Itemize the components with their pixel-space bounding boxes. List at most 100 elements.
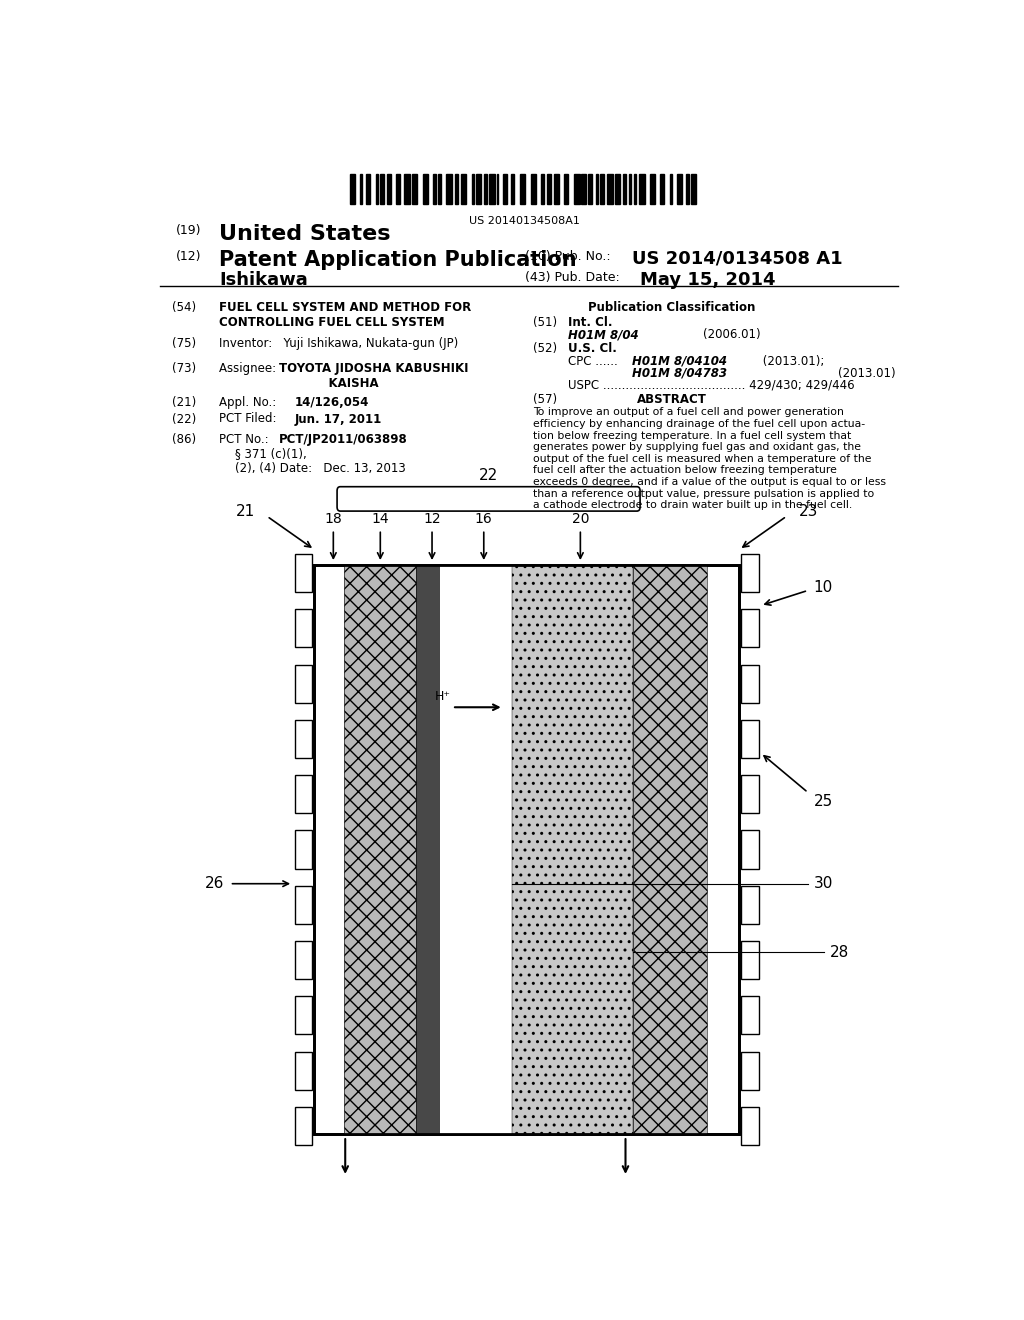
Text: (2006.01): (2006.01): [703, 329, 761, 341]
Text: (52): (52): [532, 342, 557, 355]
Bar: [404, 174, 410, 205]
Text: Ishikawa: Ishikawa: [219, 271, 308, 289]
Text: U.S. Cl.: U.S. Cl.: [568, 342, 617, 355]
Text: (51): (51): [532, 315, 557, 329]
Text: (54): (54): [172, 301, 196, 314]
Bar: [344, 565, 417, 1134]
Bar: [741, 997, 759, 1035]
Text: H01M 8/04: H01M 8/04: [568, 329, 639, 341]
Text: (12): (12): [176, 249, 201, 263]
Bar: [314, 565, 739, 1134]
Bar: [512, 565, 633, 1134]
Text: (75): (75): [172, 338, 196, 350]
Bar: [350, 174, 354, 205]
Bar: [574, 174, 580, 205]
Bar: [295, 610, 312, 647]
Text: To improve an output of a fuel cell and power generation
efficiency by enhancing: To improve an output of a fuel cell and …: [532, 408, 886, 511]
Bar: [295, 775, 312, 813]
Bar: [670, 174, 672, 205]
Bar: [295, 664, 312, 702]
Bar: [489, 174, 495, 205]
Text: (43) Pub. Date:: (43) Pub. Date:: [524, 271, 620, 284]
Text: CPC ......: CPC ......: [568, 355, 622, 367]
Bar: [295, 1052, 312, 1090]
Bar: [741, 1107, 759, 1144]
Text: United States: United States: [219, 224, 391, 244]
Text: 16: 16: [475, 512, 493, 527]
Text: (2013.01);: (2013.01);: [759, 355, 824, 367]
Text: (73): (73): [172, 362, 196, 375]
Bar: [512, 565, 633, 1134]
Text: Inventor:   Yuji Ishikawa, Nukata-gun (JP): Inventor: Yuji Ishikawa, Nukata-gun (JP): [219, 338, 459, 350]
Text: (2013.01): (2013.01): [839, 367, 896, 380]
Bar: [741, 775, 759, 813]
Bar: [686, 174, 689, 205]
Bar: [660, 174, 665, 205]
Text: Patent Application Publication: Patent Application Publication: [219, 249, 577, 269]
Text: US 20140134508A1: US 20140134508A1: [469, 216, 581, 226]
Bar: [295, 886, 312, 924]
Bar: [633, 565, 708, 1134]
Text: (10) Pub. No.:: (10) Pub. No.:: [524, 249, 610, 263]
Text: (86): (86): [172, 433, 196, 446]
Bar: [650, 174, 654, 205]
Bar: [741, 554, 759, 593]
Text: (21): (21): [172, 396, 196, 409]
Text: 14/126,054: 14/126,054: [295, 396, 369, 409]
Bar: [741, 610, 759, 647]
Bar: [360, 174, 361, 205]
Bar: [295, 941, 312, 979]
Text: 10: 10: [814, 579, 833, 595]
Text: 28: 28: [829, 945, 849, 960]
Bar: [741, 830, 759, 869]
Text: US 2014/0134508 A1: US 2014/0134508 A1: [632, 249, 843, 268]
Text: 18: 18: [325, 512, 342, 527]
Text: 25: 25: [814, 793, 833, 809]
Bar: [367, 174, 371, 205]
Bar: [634, 174, 636, 205]
Bar: [503, 174, 507, 205]
Text: 12: 12: [423, 512, 441, 527]
Bar: [295, 554, 312, 593]
Text: H⁺: H⁺: [434, 690, 451, 704]
Bar: [295, 997, 312, 1035]
Bar: [475, 174, 481, 205]
Bar: [511, 174, 514, 205]
Text: May 15, 2014: May 15, 2014: [640, 271, 775, 289]
Bar: [741, 941, 759, 979]
Text: 23: 23: [799, 504, 818, 519]
Bar: [472, 174, 474, 205]
Text: PCT/JP2011/063898: PCT/JP2011/063898: [279, 433, 408, 446]
Bar: [614, 174, 621, 205]
Bar: [380, 174, 384, 205]
Text: 30: 30: [814, 876, 834, 891]
Bar: [437, 174, 440, 205]
Text: 21: 21: [236, 504, 255, 519]
Bar: [624, 174, 627, 205]
Bar: [432, 174, 435, 205]
Bar: [314, 565, 739, 1134]
Bar: [395, 174, 400, 205]
Text: (22): (22): [172, 412, 196, 425]
Bar: [531, 174, 537, 205]
Bar: [630, 174, 631, 205]
Text: 14: 14: [372, 512, 389, 527]
Bar: [423, 174, 428, 205]
Text: H01M 8/04104: H01M 8/04104: [632, 355, 727, 367]
Text: Appl. No.:: Appl. No.:: [219, 396, 288, 409]
Bar: [376, 174, 378, 205]
Bar: [412, 174, 417, 205]
Bar: [497, 174, 499, 205]
Text: ABSTRACT: ABSTRACT: [637, 393, 707, 407]
Bar: [446, 174, 452, 205]
Bar: [541, 174, 544, 205]
Bar: [295, 830, 312, 869]
Bar: [588, 174, 592, 205]
Bar: [455, 174, 458, 205]
Bar: [520, 174, 525, 205]
Bar: [484, 174, 487, 205]
Bar: [582, 174, 586, 205]
Text: PCT Filed:: PCT Filed:: [219, 412, 288, 425]
Bar: [547, 174, 551, 205]
Bar: [741, 886, 759, 924]
